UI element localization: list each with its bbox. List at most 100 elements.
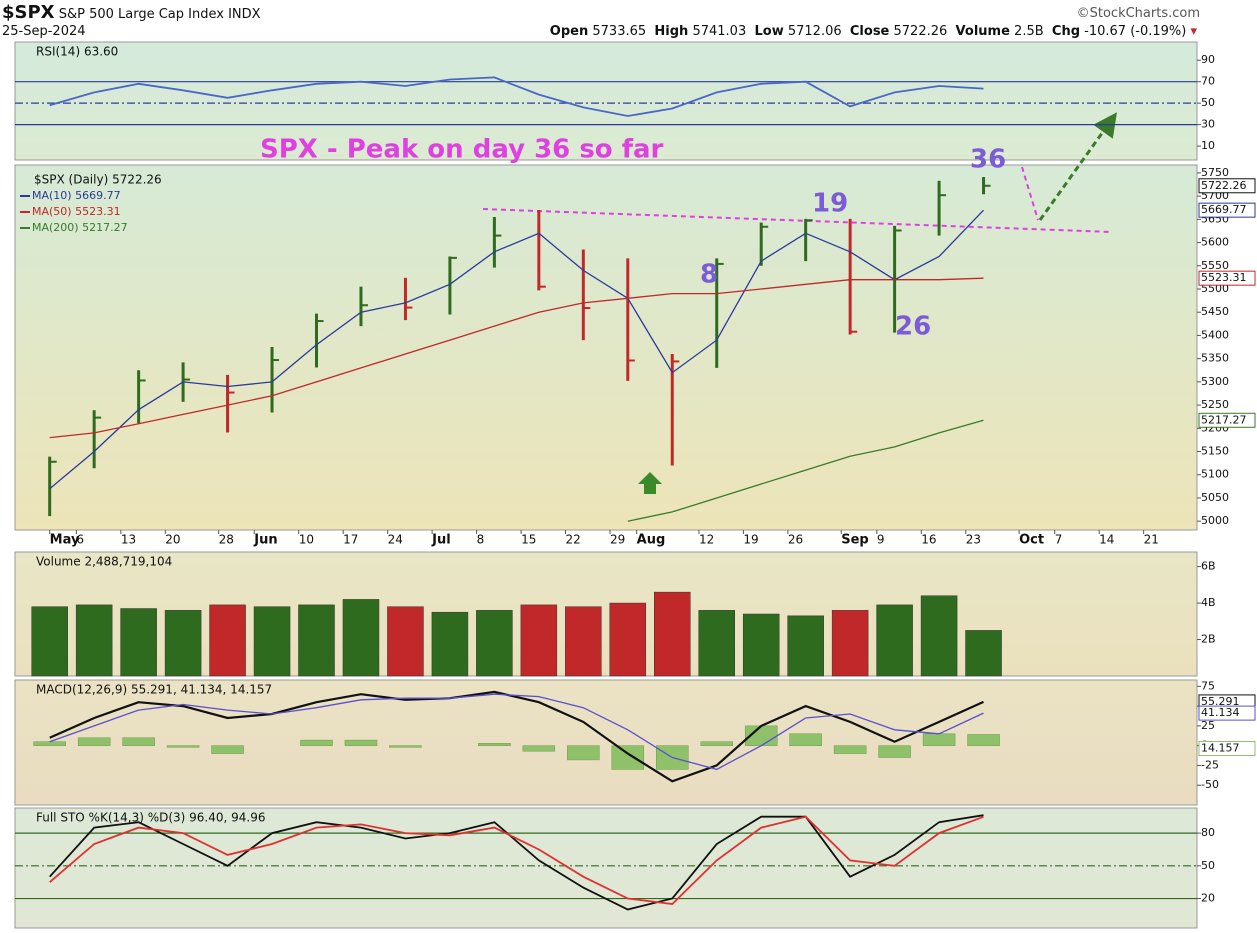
histogram-bar [478, 743, 511, 746]
header: $SPX S&P 500 Large Cap Index INDX ©Stock… [0, 0, 1257, 42]
y-tick-label: 5000 [1201, 514, 1229, 527]
up-arrow [638, 472, 662, 494]
x-tick-label: 14 [1099, 533, 1114, 547]
histogram-bar [77, 737, 111, 746]
histogram-bar [789, 733, 822, 746]
y-tick-label: 5050 [1201, 491, 1229, 504]
annotation: 26 [895, 312, 931, 342]
x-tick-label: 19 [743, 533, 758, 547]
histogram-bar [300, 739, 333, 746]
y-tick-label: 20 [1201, 892, 1215, 905]
y-tick-label: 90 [1201, 53, 1215, 66]
line-series [49, 815, 984, 905]
volume-bar [787, 615, 824, 677]
value-box [1198, 705, 1256, 721]
value-box-label: 5722.26 [1201, 179, 1247, 192]
close: 5722.26 [893, 24, 948, 39]
symbol: $SPX [2, 2, 55, 23]
y-tick-label: 2B [1201, 633, 1216, 646]
volume-bar [698, 610, 735, 677]
x-tick-label: Sep [841, 533, 869, 548]
macd-panel [14, 679, 1198, 806]
x-tick-label: 12 [699, 533, 714, 547]
x-tick-label: 10 [299, 533, 314, 547]
histogram-bar [833, 745, 867, 754]
close-label: Close [849, 24, 890, 39]
x-tick-label: 8 [477, 533, 485, 547]
volume-bar [965, 630, 1002, 677]
volume-bar [164, 610, 202, 677]
x-tick-label: Jul [431, 533, 451, 548]
price-panel [14, 164, 1198, 531]
y-tick-label: 25 [1201, 719, 1215, 732]
chg: -10.67 (-0.19%) [1084, 24, 1187, 39]
histogram-bar [878, 745, 911, 758]
y-tick-label: 5300 [1201, 375, 1229, 388]
line-series [627, 419, 984, 522]
y-tick-label: 4B [1201, 596, 1216, 609]
annotation: 19 [812, 189, 848, 219]
pink-arrow [1021, 166, 1039, 221]
line-series [49, 693, 984, 771]
volume-bar [298, 604, 335, 677]
x-tick-label: 21 [1144, 533, 1159, 547]
quote-row: Open 5733.65 High 5741.03 Low 5712.06 Cl… [550, 24, 1197, 39]
line-series [49, 277, 984, 439]
annotation: SPX - Peak on day 36 so far [260, 135, 664, 165]
source: ©StockCharts.com [1076, 6, 1200, 21]
x-tick-label: 29 [610, 533, 625, 547]
histogram-bar [166, 745, 200, 748]
y-tick-label: 5450 [1201, 305, 1229, 318]
value-box [1198, 202, 1256, 218]
panel-backgrounds [14, 41, 1198, 929]
high-label: High [654, 24, 689, 39]
volume-bar [876, 604, 913, 677]
x-tick-label: Oct [1019, 533, 1044, 548]
value-box-label: 41.134 [1201, 706, 1240, 719]
value-box-label: 14.157 [1201, 741, 1240, 754]
histogram-bar [611, 745, 645, 770]
volume-bar [209, 604, 246, 677]
y-tick-label: 75 [1201, 679, 1215, 692]
value-box [1198, 270, 1256, 286]
line-series [49, 690, 984, 783]
histogram-bar [33, 741, 66, 746]
sto-panel [14, 807, 1198, 929]
y-tick-label: 5750 [1201, 166, 1229, 179]
x-tick-label: 7 [1055, 533, 1063, 547]
value-box [1198, 412, 1256, 428]
line-series [49, 209, 984, 490]
y-tick-label: 10 [1201, 139, 1215, 152]
trend-line [482, 208, 1113, 233]
volume: 2.5B [1014, 24, 1044, 39]
x-tick-label: 6 [76, 533, 84, 547]
volume-bar [431, 611, 469, 677]
x-tick-label: 28 [219, 533, 234, 547]
value-box-label: 55.291 [1201, 695, 1240, 708]
histogram-bar [922, 733, 956, 746]
histogram-bar [389, 745, 422, 748]
histogram-bar [967, 734, 1000, 746]
x-tick-label: Aug [637, 533, 666, 548]
volume-bar [253, 606, 291, 677]
value-box-label: 5217.27 [1201, 413, 1247, 426]
legend-entry: MA(200) 5217.27 [32, 221, 128, 234]
x-tick-label: 20 [165, 533, 180, 547]
volume-bar [476, 610, 513, 677]
y-tick-label: 80 [1201, 826, 1215, 839]
histogram-bar [344, 739, 378, 746]
volume-bar [654, 591, 691, 677]
line-series [49, 76, 984, 117]
y-tick-label: 50 [1201, 96, 1215, 109]
x-tick-label: 22 [566, 533, 581, 547]
volume-bar [609, 602, 647, 677]
green-arrow [1038, 112, 1117, 221]
volume-bar [75, 604, 113, 677]
legend-entry: MA(50) 5523.31 [32, 205, 121, 218]
y-tick-label: 50 [1201, 859, 1215, 872]
low-label: Low [754, 24, 784, 39]
value-box-label: 5669.77 [1201, 203, 1247, 216]
y-tick-label: 5550 [1201, 259, 1229, 272]
